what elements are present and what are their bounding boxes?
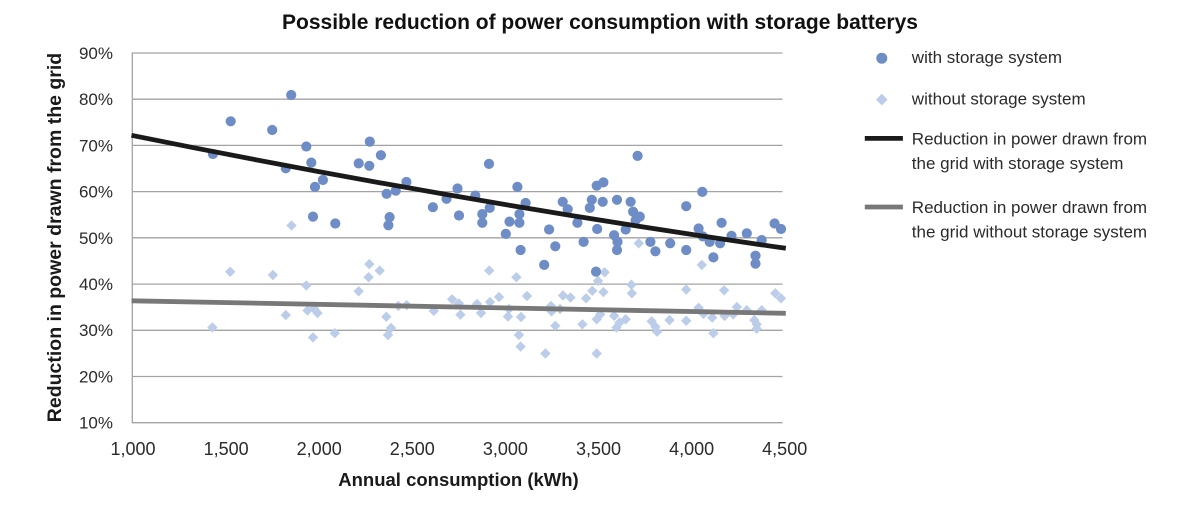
- svg-text:Annual consumption (kWh): Annual consumption (kWh): [338, 469, 578, 490]
- svg-text:40%: 40%: [79, 275, 113, 294]
- svg-text:without storage system: without storage system: [911, 90, 1086, 109]
- svg-text:the grid with storage system: the grid with storage system: [912, 154, 1124, 173]
- svg-text:1,000: 1,000: [110, 439, 155, 459]
- svg-text:Possible reduction of power co: Possible reduction of power consumption …: [282, 11, 918, 34]
- svg-text:3,500: 3,500: [576, 439, 621, 459]
- svg-text:10%: 10%: [79, 414, 113, 433]
- svg-text:3,000: 3,000: [483, 439, 528, 459]
- svg-text:1,500: 1,500: [204, 439, 249, 459]
- svg-text:20%: 20%: [79, 367, 113, 386]
- svg-text:2,500: 2,500: [390, 439, 435, 459]
- svg-text:Reduction in power drawn from: Reduction in power drawn from: [912, 129, 1147, 148]
- svg-text:the grid without storage syste: the grid without storage system: [912, 223, 1147, 242]
- svg-text:50%: 50%: [79, 229, 113, 248]
- svg-text:4,000: 4,000: [669, 439, 714, 459]
- svg-text:70%: 70%: [79, 136, 113, 155]
- svg-text:Reduction in power drawn from: Reduction in power drawn from the grid: [44, 53, 66, 422]
- svg-text:90%: 90%: [79, 44, 113, 63]
- svg-text:Reduction in power drawn from: Reduction in power drawn from: [912, 198, 1147, 217]
- svg-text:4,500: 4,500: [762, 439, 807, 459]
- svg-text:60%: 60%: [79, 183, 113, 202]
- svg-text:with storage system: with storage system: [911, 48, 1062, 67]
- svg-text:30%: 30%: [79, 321, 113, 340]
- svg-text:80%: 80%: [79, 90, 113, 109]
- svg-text:2,000: 2,000: [297, 439, 342, 459]
